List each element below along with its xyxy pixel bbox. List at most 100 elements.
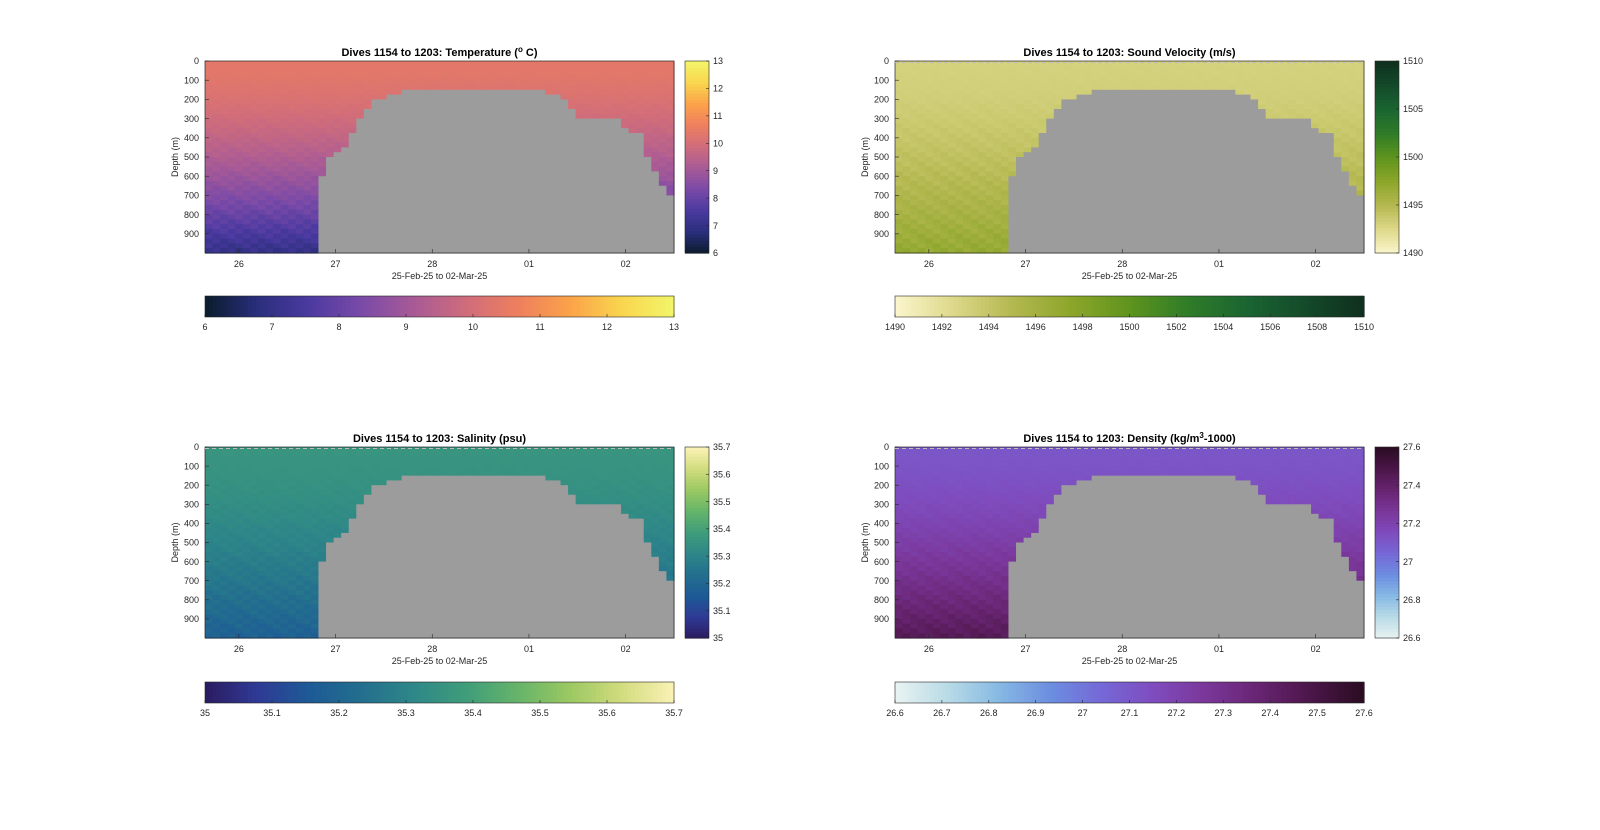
heatmap-cell	[1121, 248, 1131, 254]
heatmap-cell	[1114, 176, 1123, 182]
heatmap-cell	[348, 205, 357, 211]
heatmap-cell	[1114, 113, 1123, 120]
heatmap-cell	[1311, 238, 1320, 244]
heatmap-cell	[439, 147, 448, 153]
heatmap-cell	[447, 157, 456, 163]
heatmap-cell	[318, 109, 327, 115]
heatmap-cell	[1152, 185, 1161, 192]
heatmap-cell	[1084, 137, 1093, 144]
heatmap-cell	[902, 171, 911, 177]
heatmap-cell	[605, 128, 615, 134]
heatmap-cell	[1023, 118, 1032, 124]
heatmap-cell	[318, 229, 327, 235]
heatmap-cell	[212, 200, 221, 206]
heatmap-cell	[552, 137, 562, 144]
heatmap-cell	[628, 195, 637, 201]
heatmap-cell	[605, 176, 615, 182]
heatmap-cell	[333, 80, 342, 86]
heatmap-cell	[257, 70, 267, 76]
heatmap-cell	[658, 185, 668, 192]
heatmap-cell	[1212, 137, 1221, 144]
heatmap-cell	[643, 109, 652, 115]
heatmap-cell	[1076, 65, 1085, 72]
heatmap-cell	[1068, 94, 1078, 100]
heatmap-cell	[1273, 85, 1282, 91]
heatmap-cell	[1235, 185, 1244, 192]
heatmap-cell	[242, 161, 251, 168]
heatmap-cell	[537, 161, 546, 168]
heatmap-cell	[1137, 109, 1146, 115]
heatmap-cell	[1137, 181, 1146, 187]
heatmap-cell	[1288, 109, 1297, 115]
heatmap-cell	[273, 118, 282, 124]
heatmap-cell	[522, 70, 531, 76]
heatmap-cell	[1121, 185, 1131, 192]
heatmap-cell	[439, 243, 448, 249]
heatmap-cell	[1235, 65, 1244, 72]
heatmap-cell	[1280, 80, 1289, 86]
heatmap-cell	[212, 65, 221, 72]
heatmap-cell	[1008, 118, 1017, 124]
heatmap-cell	[917, 75, 926, 81]
heatmap-cell	[955, 128, 964, 134]
heatmap-cell	[613, 157, 622, 163]
colorbar-segment	[685, 144, 709, 148]
heatmap-cell	[575, 109, 584, 115]
heatmap-cell	[416, 133, 425, 139]
heatmap-cell	[454, 152, 463, 158]
heatmap-cell	[636, 166, 645, 172]
heatmap-cell	[636, 99, 645, 105]
heatmap-cell	[1265, 152, 1274, 158]
heatmap-cell	[257, 161, 267, 168]
colorbar-segment	[685, 153, 709, 158]
heatmap-cell	[978, 70, 987, 76]
heatmap-cell	[917, 190, 926, 196]
heatmap-cell	[1295, 80, 1305, 86]
heatmap-cell	[1295, 61, 1305, 67]
heatmap-cell	[1023, 214, 1032, 220]
heatmap-cell	[1016, 200, 1025, 206]
heatmap-cell	[583, 70, 592, 76]
heatmap-cell	[295, 185, 304, 192]
heatmap-cell	[613, 142, 622, 148]
heatmap-cell	[621, 70, 630, 76]
heatmap-cell	[447, 65, 456, 72]
heatmap-cell	[1265, 142, 1274, 148]
heatmap-cell	[902, 219, 911, 225]
heatmap-cell	[947, 157, 957, 163]
heatmap-cell	[303, 229, 312, 235]
heatmap-cell	[1137, 61, 1146, 67]
heatmap-cell	[985, 195, 994, 201]
heatmap-cell	[394, 176, 403, 182]
heatmap-cell	[940, 224, 949, 230]
heatmap-cell	[895, 171, 904, 177]
heatmap-cell	[1280, 233, 1289, 240]
heatmap-cell	[492, 166, 501, 172]
heatmap-cell	[401, 137, 410, 144]
heatmap-cell	[1197, 219, 1206, 225]
heatmap-cell	[1031, 176, 1040, 182]
heatmap-cell	[658, 166, 668, 172]
heatmap-cell	[401, 123, 410, 129]
heatmap-cell	[1084, 248, 1093, 254]
heatmap-cell	[341, 229, 350, 235]
colorbar-segment	[685, 230, 709, 235]
heatmap-cell	[643, 166, 652, 172]
heatmap-cell	[212, 118, 221, 124]
heatmap-cell	[1008, 181, 1017, 187]
heatmap-cell	[1068, 248, 1078, 254]
heatmap-cell	[227, 109, 236, 115]
colorbar-segment	[685, 157, 709, 161]
heatmap-cell	[1235, 147, 1244, 153]
heatmap-cell	[484, 109, 494, 115]
heatmap-cell	[545, 89, 554, 96]
heatmap-cell	[1114, 70, 1123, 76]
heatmap-cell	[348, 65, 357, 72]
heatmap-cell	[1000, 229, 1010, 235]
heatmap-cell	[940, 133, 949, 139]
heatmap-cell	[1144, 123, 1153, 129]
heatmap-cell	[530, 185, 539, 192]
heatmap-cell	[333, 89, 342, 96]
colorbar-segment	[212, 296, 218, 317]
heatmap-cell	[568, 229, 577, 235]
